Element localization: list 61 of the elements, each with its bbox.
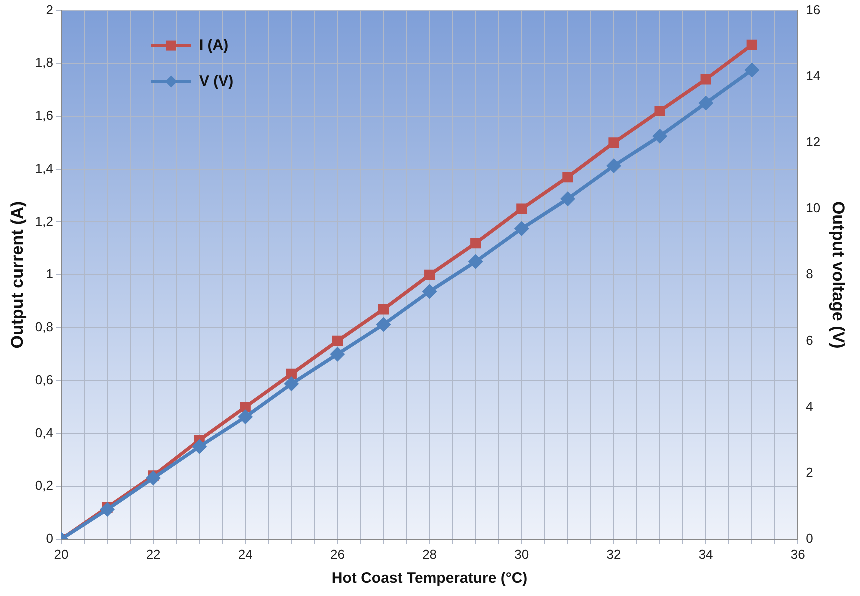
legend-label: V (V) bbox=[199, 72, 234, 90]
point bbox=[745, 64, 759, 78]
point bbox=[423, 284, 437, 298]
y2-tick-label: 10 bbox=[806, 200, 821, 216]
point bbox=[332, 336, 344, 346]
point bbox=[470, 238, 482, 249]
y2-axis-title: Output voltage (V) bbox=[829, 201, 848, 349]
y2-tick-label: 8 bbox=[806, 266, 814, 282]
point bbox=[515, 222, 529, 236]
point bbox=[746, 40, 758, 50]
y-tick-label: 1 bbox=[46, 266, 54, 282]
x-tick-label: 26 bbox=[330, 546, 345, 562]
y-tick-label: 1,6 bbox=[35, 108, 54, 124]
point bbox=[653, 130, 667, 144]
y2-tick-label: 2 bbox=[806, 464, 814, 480]
y-tick-label: 0,2 bbox=[35, 478, 54, 494]
legend-label: I (A) bbox=[199, 36, 229, 54]
point bbox=[192, 440, 206, 454]
y-tick-label: 0,8 bbox=[35, 320, 54, 335]
x-axis-title: Hot Coast Temperature (°C) bbox=[332, 570, 528, 588]
y-axis-title: Output current (A) bbox=[8, 201, 27, 349]
y-tick-label: 0,6 bbox=[35, 372, 54, 388]
y2-tick-label: 6 bbox=[806, 332, 814, 348]
x-tick-label: 32 bbox=[606, 546, 622, 562]
y-tick-label: 0,4 bbox=[35, 425, 54, 440]
y2-tick-label: 14 bbox=[806, 68, 821, 84]
x-tick-label: 20 bbox=[54, 546, 69, 562]
y2-tick-label: 0 bbox=[806, 530, 814, 546]
point bbox=[330, 348, 344, 362]
point bbox=[284, 377, 298, 391]
point bbox=[240, 402, 251, 413]
y-tick-label: 1,2 bbox=[35, 214, 54, 229]
x-tick-label: 28 bbox=[422, 546, 438, 562]
x-tick-label: 36 bbox=[790, 546, 806, 562]
x-tick-label: 24 bbox=[238, 546, 253, 562]
point bbox=[146, 472, 160, 486]
point bbox=[516, 204, 528, 214]
y-tick-label: 2 bbox=[46, 2, 54, 18]
y2-tick-label: 12 bbox=[806, 134, 821, 150]
point bbox=[562, 172, 574, 183]
point bbox=[469, 255, 483, 269]
y2-tick-label: 16 bbox=[806, 2, 821, 18]
x-tick-label: 34 bbox=[698, 546, 714, 562]
point bbox=[699, 96, 713, 110]
y-tick-label: 0 bbox=[46, 530, 54, 546]
y2-tick-label: 4 bbox=[806, 398, 814, 414]
point bbox=[424, 270, 436, 280]
x-tick-label: 22 bbox=[146, 546, 161, 562]
y-tick-label: 1,8 bbox=[35, 55, 54, 70]
point bbox=[608, 138, 620, 148]
point bbox=[700, 74, 712, 85]
point bbox=[607, 159, 621, 173]
point bbox=[377, 318, 391, 332]
point bbox=[100, 502, 114, 516]
y-tick-label: 1,4 bbox=[35, 160, 54, 176]
x-tick-label: 30 bbox=[514, 546, 530, 562]
point bbox=[286, 368, 297, 380]
point bbox=[378, 304, 390, 315]
point bbox=[238, 410, 252, 424]
point bbox=[654, 106, 666, 117]
point bbox=[561, 192, 575, 206]
